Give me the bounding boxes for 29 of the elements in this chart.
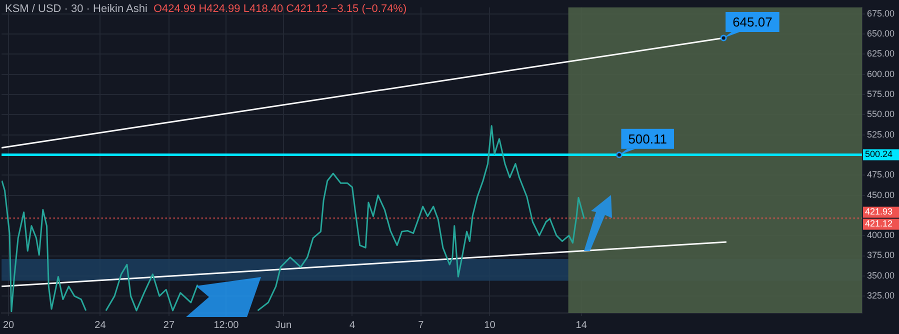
y-tick-label: 550.00: [867, 109, 895, 120]
ref-line-label: 500.24: [865, 149, 893, 160]
x-tick-label: Jun: [275, 320, 292, 331]
chart-subtitle: O424.99 H424.99 L418.40 C421.12 −3.15 (−0.74%): [153, 3, 407, 15]
annotation: 500.11: [628, 131, 668, 146]
y-tick-label: 600.00: [867, 68, 895, 79]
x-tick-label: 27: [163, 320, 175, 331]
y-tick-label: 525.00: [867, 129, 895, 140]
y-tick-label: 575.00: [867, 88, 895, 99]
y-tick-label: 650.00: [867, 28, 895, 38]
y-tick-label: 375.00: [867, 250, 895, 260]
x-tick-label: 20: [3, 320, 15, 331]
chart-title: KSM / USD · 30 · Heikin Ashi: [5, 3, 148, 15]
ref-line-label: 421.93: [865, 206, 893, 217]
y-tick-label: 450.00: [867, 190, 895, 200]
y-tick-label: 475.00: [867, 170, 895, 180]
y-tick-label: 400.00: [867, 230, 895, 240]
x-tick-label: 12:00: [214, 320, 240, 331]
y-tick-label: 325.00: [867, 290, 895, 301]
ref-line-label: 421.12: [865, 218, 893, 229]
y-tick-label: 350.00: [867, 270, 895, 280]
y-tick-label: 675.00: [867, 8, 895, 18]
x-tick-label: 7: [418, 320, 424, 331]
y-tick-label: 625.00: [867, 48, 895, 59]
x-tick-label: 14: [576, 320, 588, 331]
annotation: 645.07: [732, 14, 772, 30]
x-tick-label: 24: [94, 320, 106, 331]
x-tick-label: 4: [349, 320, 356, 331]
x-tick-label: 10: [484, 320, 496, 331]
